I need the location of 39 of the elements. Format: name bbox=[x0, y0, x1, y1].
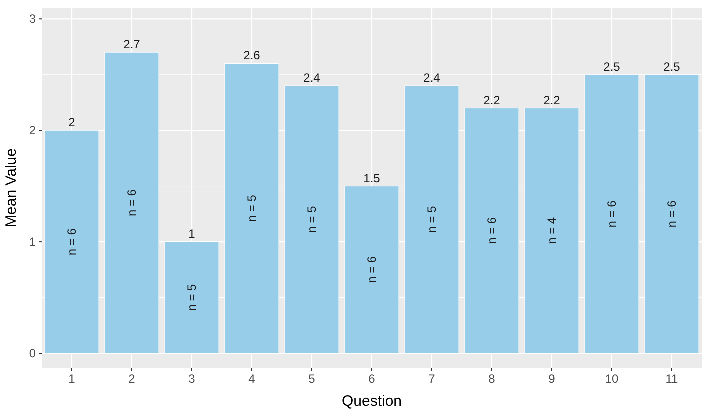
y-tick-label: 1 bbox=[29, 235, 36, 250]
x-tick-label: 5 bbox=[308, 372, 316, 386]
data-label: 2.5 bbox=[664, 60, 681, 74]
annotation: n = 6 bbox=[485, 217, 499, 244]
data-label: 2.7 bbox=[124, 38, 141, 52]
x-tick-label: 3 bbox=[188, 372, 196, 386]
x-tick-label: 8 bbox=[488, 372, 496, 386]
x-tick-label: 11 bbox=[666, 372, 679, 386]
x-tick-label: 7 bbox=[428, 372, 436, 386]
x-tick-label: 4 bbox=[248, 372, 256, 386]
annotation: n = 6 bbox=[65, 228, 79, 256]
x-tick-label: 10 bbox=[605, 372, 619, 386]
x-axis-title: Question bbox=[342, 393, 402, 410]
data-label: 2.2 bbox=[544, 93, 561, 108]
data-label: 2 bbox=[68, 116, 76, 130]
annotation: n = 4 bbox=[545, 217, 559, 244]
annotation: n = 5 bbox=[245, 194, 259, 222]
x-tick-label: 9 bbox=[548, 372, 556, 386]
y-tick-label: 3 bbox=[29, 12, 36, 26]
data-label: 1 bbox=[188, 227, 196, 242]
x-tick-label: 2 bbox=[128, 372, 136, 386]
data-label: 2.6 bbox=[244, 48, 261, 63]
annotation: n = 5 bbox=[305, 206, 319, 234]
annotation: n = 6 bbox=[365, 256, 379, 284]
data-label: 1.5 bbox=[364, 171, 381, 186]
data-label: 2.2 bbox=[484, 93, 501, 108]
y-tick-label: 2 bbox=[29, 124, 36, 138]
data-label: 2.4 bbox=[424, 71, 441, 86]
annotation: n = 6 bbox=[605, 200, 619, 228]
y-axis-title: Mean Value bbox=[3, 148, 20, 228]
annotation: n = 5 bbox=[185, 284, 199, 312]
annotation: n = 6 bbox=[665, 200, 679, 228]
annotation: n = 5 bbox=[425, 206, 439, 234]
x-tick-label: 6 bbox=[368, 372, 376, 386]
y-tick-label: 0 bbox=[29, 346, 36, 361]
annotation: n = 6 bbox=[125, 189, 139, 217]
x-tick-label: 1 bbox=[68, 372, 76, 386]
data-label: 2.5 bbox=[604, 60, 621, 74]
data-label: 2.4 bbox=[304, 71, 321, 86]
